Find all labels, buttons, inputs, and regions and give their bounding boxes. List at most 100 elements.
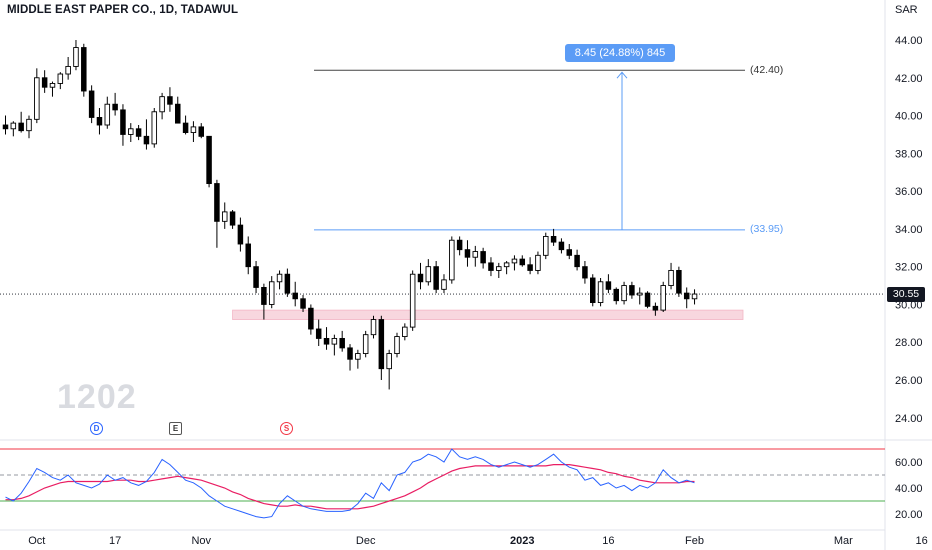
candle-body [81,47,87,92]
candle-body [104,103,111,126]
candle-body [496,266,502,271]
candle [237,217,244,252]
candle-body [135,128,142,137]
price-tick-label: 34.00 [895,224,923,236]
candle-body [315,328,322,339]
candle-body [229,211,236,226]
candle [182,115,189,135]
split-event-icon[interactable]: S [280,422,293,435]
candle [550,228,557,246]
candle-body [347,347,353,360]
candle-body [503,262,510,268]
candle-body [535,254,541,271]
lower-level-label: (33.95) [750,223,784,235]
candle-body [362,334,369,355]
candle-body [112,103,118,111]
current-price-tag: 30.55 [887,287,925,302]
candle-body [49,82,56,88]
candle [41,70,48,93]
time-tick-label: Dec [356,535,376,547]
candle-body [409,273,416,328]
measure-label[interactable]: 8.45 (24.88%) 845 [565,44,675,62]
candle [456,236,463,256]
candle-body [159,96,165,113]
candle [425,259,432,286]
candle-body [660,285,666,311]
candle [409,270,416,331]
candle-body [190,126,197,134]
candle-body [308,307,314,330]
candle-body [668,269,674,287]
candle [417,262,424,290]
candle [402,323,408,341]
earnings-event-icon[interactable]: E [169,422,182,435]
candle-body [417,273,424,283]
candle-body [636,292,643,296]
price-tick-label: 24.00 [895,413,923,425]
candle-body [151,111,158,145]
price-pane[interactable] [0,40,885,390]
price-tick-label: 28.00 [895,337,923,349]
candle-body [355,353,361,360]
candle [511,255,518,271]
candle [543,232,549,260]
currency-label: SAR [895,4,918,16]
price-tick-label: 26.00 [895,375,923,387]
price-tick-label: 40.00 [895,111,923,123]
candle [370,315,377,339]
time-tick-label: 17 [109,535,121,547]
candle-body [10,122,17,130]
candle-body [480,251,486,264]
candle [331,334,338,356]
candle [151,108,158,148]
candle [597,278,604,307]
candle-body [167,96,173,105]
time-tick-label: Mar [834,535,853,547]
candle [362,330,369,358]
candle [519,255,526,267]
candle-body [566,249,573,256]
candle [386,349,392,390]
candle [480,247,486,269]
candle-body [120,109,126,135]
candle [527,257,533,275]
candle [590,274,596,307]
candle-body [683,292,690,300]
candle-body [676,269,682,294]
candle-body [221,211,228,222]
candle [2,115,9,135]
candle-body [339,337,345,349]
time-tick-label: Oct [28,535,45,547]
time-tick-label: Nov [191,535,211,547]
time-tick-label: Feb [685,535,704,547]
price-tick-label: 38.00 [895,148,923,160]
candle-body [331,337,338,345]
candle-body [488,262,494,271]
candle [566,244,573,260]
candle-body [34,77,40,120]
candle [206,135,212,188]
candle [636,287,643,305]
candle [691,289,698,305]
candle-body [574,254,580,268]
price-tick-label: 36.00 [895,186,923,198]
rsi-pane[interactable] [0,448,885,519]
dividend-event-icon[interactable]: D [90,422,103,435]
candle-body [245,243,251,268]
candle [73,40,79,71]
candle [253,261,259,294]
candle-body [323,337,330,345]
candle-body [268,281,275,305]
candle-body [276,273,283,283]
candle-body [394,336,400,355]
candle-body [128,128,134,135]
candle-body [597,281,604,304]
candle-body [261,286,267,305]
candle [652,302,659,316]
candle [308,304,314,335]
candle [676,266,682,297]
candle-body [378,319,385,370]
candle-body [433,266,439,290]
time-tick-label: 16 [602,535,614,547]
